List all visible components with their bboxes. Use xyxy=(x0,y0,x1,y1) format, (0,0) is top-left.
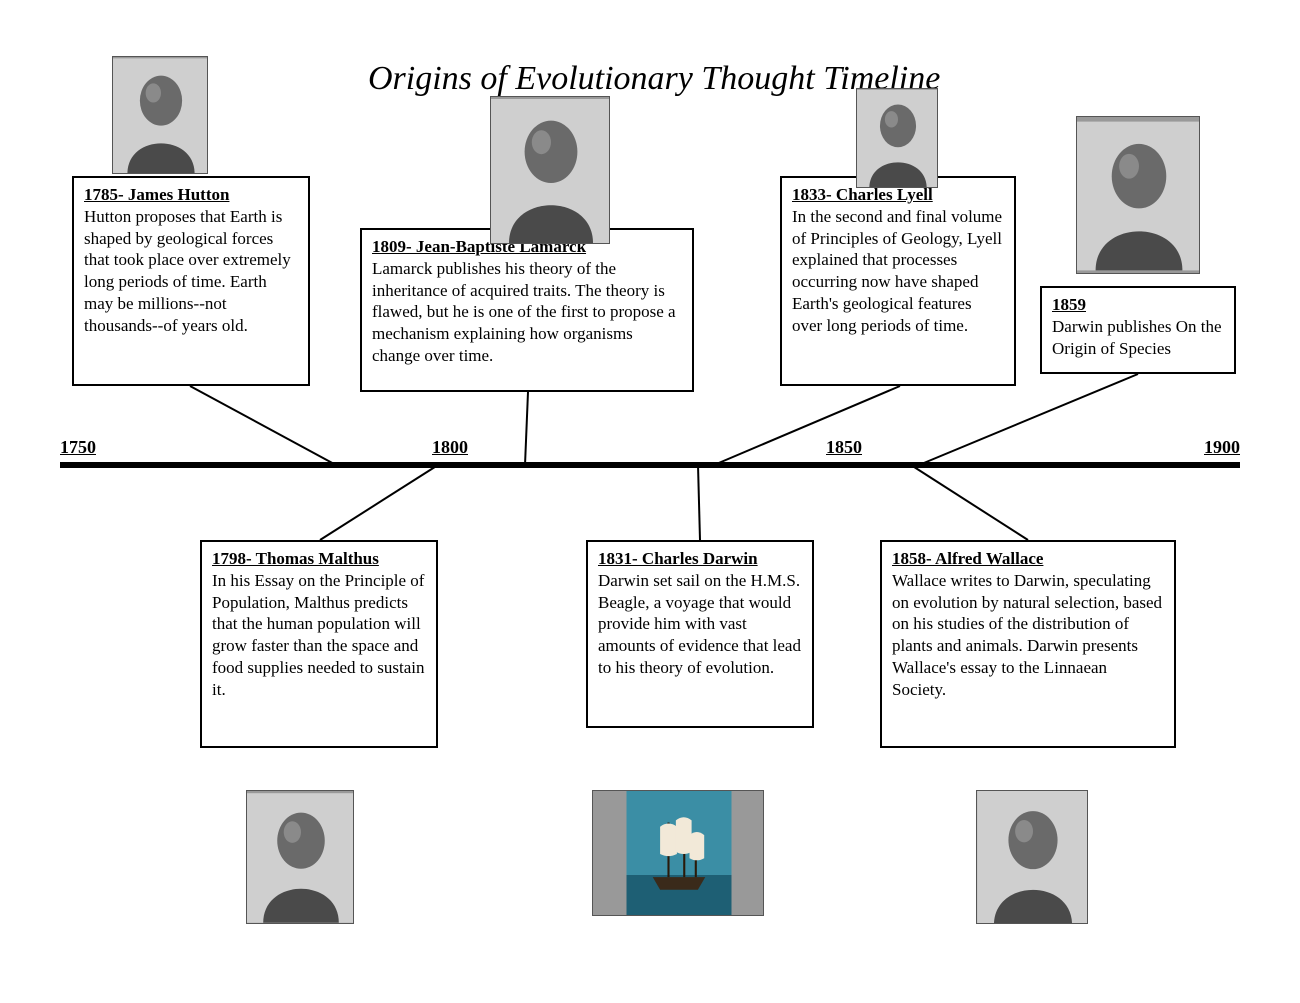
axis-tick-label: 1850 xyxy=(826,437,862,458)
timeline-axis xyxy=(60,462,1240,468)
event-box-wallace: 1858- Alfred Wallace Wallace writes to Da… xyxy=(880,540,1176,748)
timeline-canvas: Origins of Evolutionary Thought Timeline… xyxy=(0,0,1300,1003)
event-body: Darwin publishes On the Origin of Specie… xyxy=(1052,316,1224,360)
event-box-darwin-voyage: 1831- Charles Darwin Darwin set sail on t… xyxy=(586,540,814,728)
beagle-painting xyxy=(592,790,764,916)
event-body: Hutton proposes that Earth is shaped by … xyxy=(84,206,298,337)
malthus-portrait xyxy=(246,790,354,924)
lamarck-portrait xyxy=(490,96,610,244)
event-box-malthus: 1798- Thomas Malthus In his Essay on the … xyxy=(200,540,438,748)
event-heading: 1785- James Hutton xyxy=(84,185,229,204)
connector-line xyxy=(320,465,438,540)
connector-line xyxy=(911,465,1028,540)
hutton-portrait xyxy=(112,56,208,174)
event-box-lyell: 1833- Charles LyellIn the second and fin… xyxy=(780,176,1016,386)
connector-line xyxy=(714,386,900,465)
darwin-portrait xyxy=(1076,116,1200,274)
connector-line xyxy=(919,374,1138,465)
event-box-lamarck: 1809- Jean-Baptiste LamarckLamarck publi… xyxy=(360,228,694,392)
event-body: In his Essay on the Principle of Populat… xyxy=(212,570,426,701)
connector-line xyxy=(698,465,700,540)
event-heading: 1798- Thomas Malthus xyxy=(212,549,379,568)
axis-tick-label: 1750 xyxy=(60,437,96,458)
event-body: Wallace writes to Darwin, speculating on… xyxy=(892,570,1164,701)
event-heading: 1858- Alfred Wallace xyxy=(892,549,1043,568)
event-body: Darwin set sail on the H.M.S. Beagle, a … xyxy=(598,570,802,679)
connector-line xyxy=(525,392,528,465)
event-body: Lamarck publishes his theory of the inhe… xyxy=(372,258,682,367)
wallace-portrait xyxy=(976,790,1088,924)
event-body: In the second and final volume of Princi… xyxy=(792,206,1004,337)
lyell-portrait xyxy=(856,88,938,188)
axis-tick-label: 1800 xyxy=(432,437,468,458)
event-heading: 1831- Charles Darwin xyxy=(598,549,758,568)
axis-tick-label: 1900 xyxy=(1204,437,1240,458)
page-title: Origins of Evolutionary Thought Timeline xyxy=(368,60,940,98)
event-heading: 1859 xyxy=(1052,295,1086,314)
event-box-hutton: 1785- James Hutton Hutton proposes that E… xyxy=(72,176,310,386)
event-box-origin-species: 1859 Darwin publishes On the Origin of Sp… xyxy=(1040,286,1236,374)
connector-line xyxy=(190,386,336,465)
